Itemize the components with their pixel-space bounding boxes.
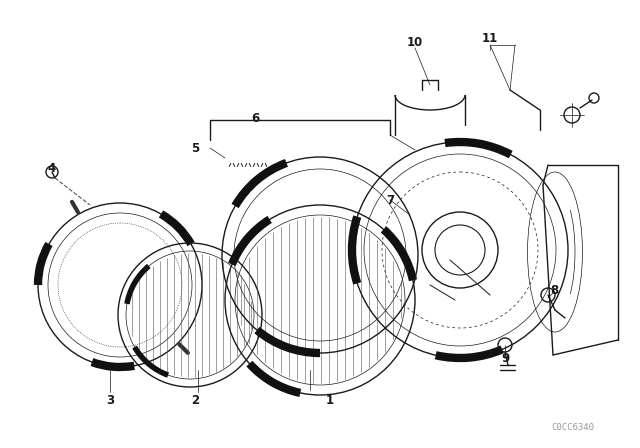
Text: 1: 1 (326, 393, 334, 406)
Text: 11: 11 (482, 31, 498, 44)
Text: 5: 5 (191, 142, 199, 155)
Text: 9: 9 (501, 352, 509, 365)
Text: 7: 7 (386, 194, 394, 207)
Text: 4: 4 (48, 161, 56, 175)
Text: 3: 3 (106, 393, 114, 406)
Text: C0CC6340: C0CC6340 (552, 422, 595, 431)
Text: 6: 6 (251, 112, 259, 125)
Text: 2: 2 (191, 393, 199, 406)
Text: 8: 8 (550, 284, 558, 297)
Text: 10: 10 (407, 35, 423, 48)
